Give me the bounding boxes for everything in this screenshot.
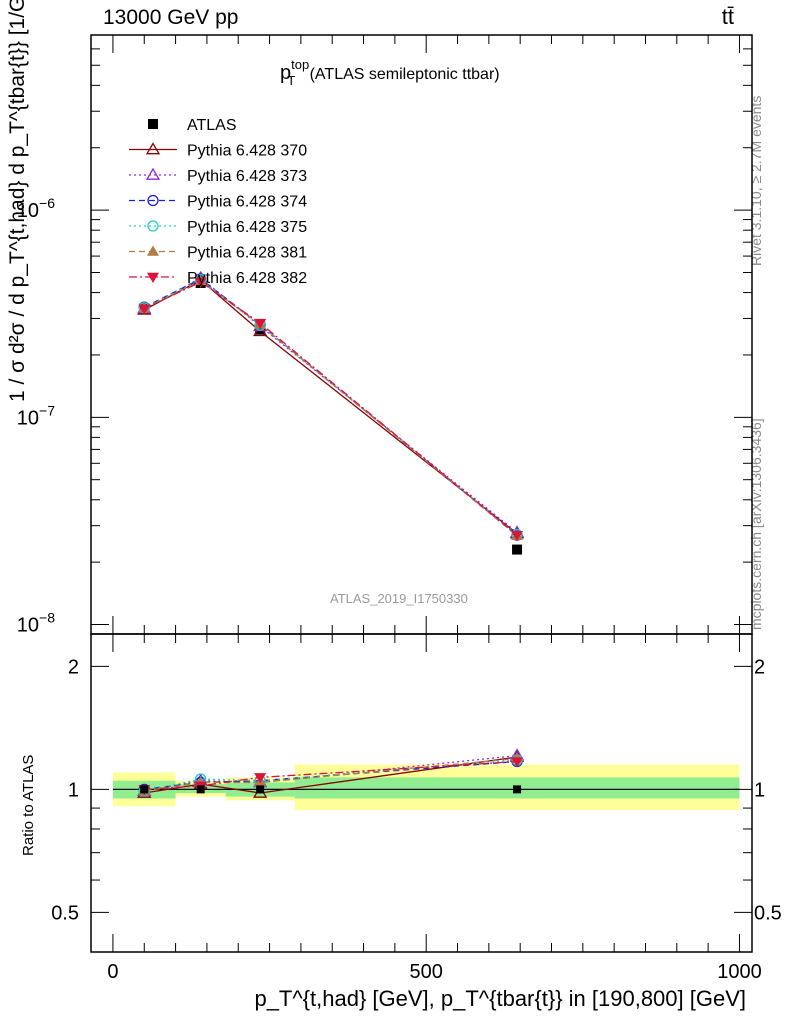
y-tick-label-ratio: 1 (68, 779, 79, 801)
plot-title: ptopT (ATLAS semileptonic ttbar) (280, 57, 500, 88)
mc-data-point (511, 530, 524, 542)
y-tick-label-main: 10−8 (17, 610, 55, 637)
x-axis-label: p_T^{t,had} [GeV], p_T^{tbar{t}} in [190… (254, 986, 746, 1011)
atlas-ratio-point (140, 785, 149, 794)
legend-label: ATLAS (187, 117, 237, 134)
legend-marker (147, 220, 159, 232)
y-tick-label-ratio-right: 0.5 (754, 902, 782, 924)
legend-marker (148, 119, 158, 129)
title-sub: T (287, 73, 296, 88)
series-line-ratio (144, 756, 518, 794)
y-tick-label-main: 10−6 (17, 195, 55, 222)
y-tick-label-ratio-right: 1 (754, 779, 765, 801)
title-rest: (ATLAS semileptonic ttbar) (305, 66, 500, 83)
analysis-watermark: ATLAS_2019_I1750330 (330, 591, 468, 606)
series-line-ratio (144, 757, 518, 792)
ratio-data-point (511, 757, 524, 768)
legend-marker (147, 245, 159, 256)
legend-marker (145, 167, 161, 180)
x-tick-label: 1000 (717, 961, 762, 983)
atlas-ratio-point (196, 785, 205, 794)
legend-label: Pythia 6.428 374 (187, 194, 307, 211)
series-line-main (143, 280, 518, 537)
y-tick-label-ratio: 0.5 (51, 902, 79, 924)
mc-data-point (138, 304, 151, 315)
x-tick-label: 500 (410, 961, 443, 983)
y-tick-label-main: 10−7 (17, 402, 55, 429)
series-line-main (143, 277, 518, 534)
x-tick-label: 0 (107, 961, 118, 983)
y-tick-label-ratio-right: 2 (754, 656, 765, 678)
title-sup: top (291, 57, 310, 72)
series-line-main (143, 278, 518, 536)
energy-label: 13000 GeV pp (103, 6, 239, 29)
legend-label: Pythia 6.428 381 (187, 245, 307, 262)
series-line-ratio (144, 760, 518, 791)
ratio-data-point (254, 773, 267, 784)
atlas-ratio-point (256, 785, 265, 794)
title-main: p (280, 62, 292, 84)
series-line-ratio (144, 760, 518, 791)
mc-data-point (254, 318, 267, 330)
legend-marker (145, 142, 161, 155)
ratio-plot-frame (90, 633, 753, 953)
legend-label: Pythia 6.428 370 (187, 143, 307, 160)
series-line-main (143, 281, 518, 536)
legend-marker (147, 272, 159, 283)
y-tick-label-ratio: 2 (68, 656, 79, 678)
legend-label: Pythia 6.428 375 (187, 219, 307, 236)
atlas-ratio-point (513, 785, 522, 794)
series-line-main (143, 279, 518, 534)
atlas-data-point (512, 544, 523, 555)
mc-data-point (194, 277, 207, 288)
legend-label: Pythia 6.428 382 (187, 270, 307, 287)
process-label: tt̄ (721, 4, 734, 29)
series-line-main (143, 278, 518, 535)
legend-label: Pythia 6.428 373 (187, 168, 307, 185)
legend-marker (147, 194, 159, 207)
